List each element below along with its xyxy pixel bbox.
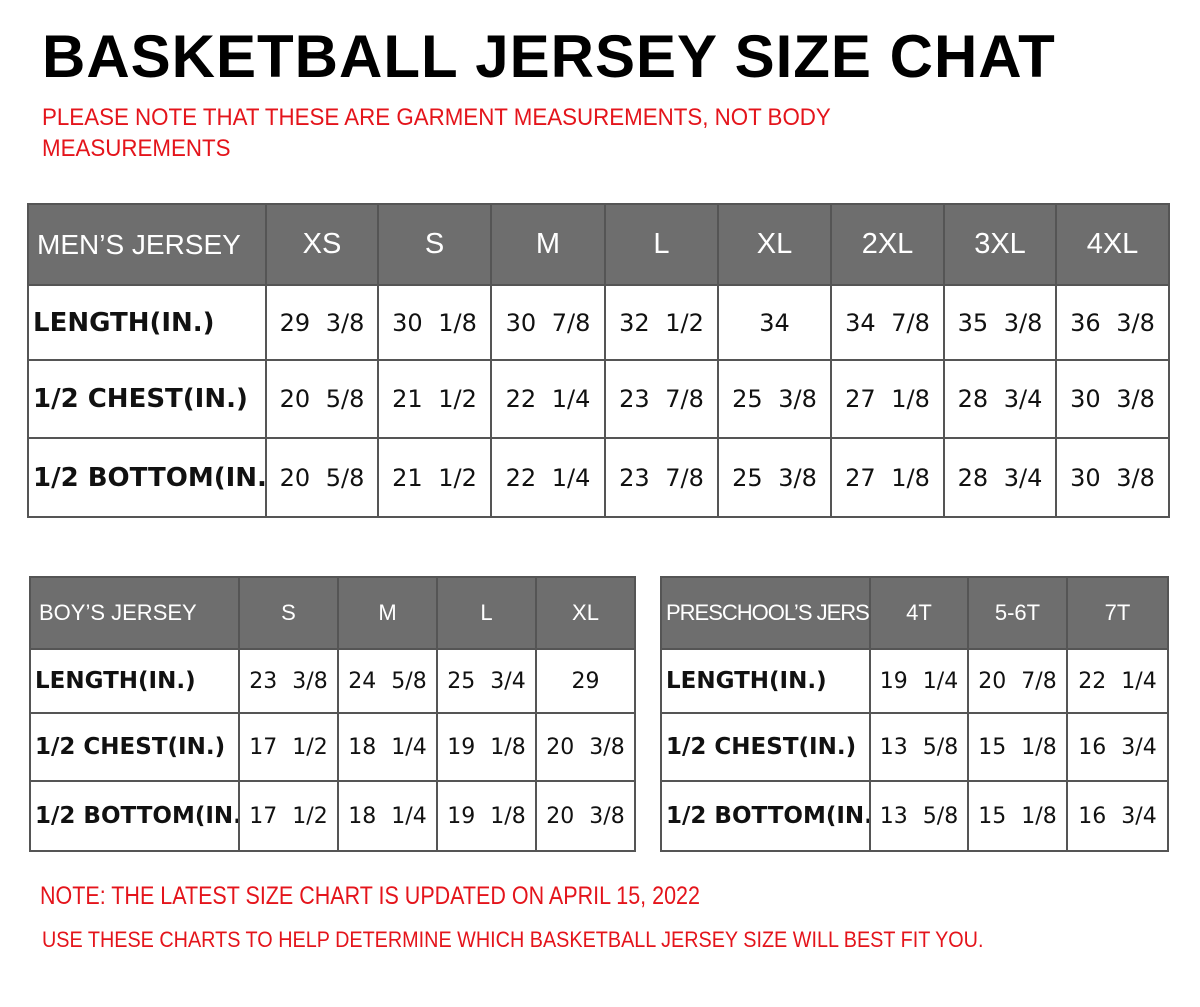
table-header-row: MEN’S JERSEY XS S M L XL 2XL 3XL 4XL	[27, 203, 1170, 286]
measurement-value: 27 1/8	[830, 359, 945, 439]
measurement-value: 19 1/8	[436, 712, 537, 782]
update-note: NOTE: THE LATEST SIZE CHART IS UPDATED O…	[40, 882, 700, 910]
size-header: 3XL	[943, 203, 1057, 286]
measurement-value: 23 7/8	[604, 359, 719, 439]
size-header: S	[238, 576, 339, 650]
size-header: L	[436, 576, 537, 650]
size-header: 7T	[1066, 576, 1169, 650]
measurement-value: 23 7/8	[604, 437, 719, 518]
boys-size-table: BOY’S JERSEY S M L XL LENGTH(IN.) 23 3/8 24 5/8…	[29, 576, 636, 852]
measurement-value: 36 3/8	[1055, 284, 1170, 361]
table-row: 1/2 CHEST(IN.) 13 5/8 15 1/8 16 3/4	[660, 712, 1169, 782]
measurement-value: 28 3/4	[943, 359, 1057, 439]
measurement-value: 30 3/8	[1055, 437, 1170, 518]
size-header: XL	[717, 203, 832, 286]
size-header: 5-6T	[967, 576, 1068, 650]
measurement-value: 20 3/8	[535, 712, 636, 782]
table-header-row: BOY’S JERSEY S M L XL	[29, 576, 636, 650]
measurement-value: 25 3/8	[717, 437, 832, 518]
garment-note: PLEASE NOTE THAT THESE ARE GARMENT MEASU…	[42, 104, 831, 162]
measurement-value: 21 1/2	[377, 437, 492, 518]
table-label: BOY’S JERSEY	[29, 576, 240, 650]
table-label: PRESCHOOL’S JERSEY	[660, 576, 871, 650]
measurement-value: 35 3/8	[943, 284, 1057, 361]
size-header: L	[604, 203, 719, 286]
measurement-label: LENGTH(IN.)	[660, 648, 871, 714]
measurement-value: 16 3/4	[1066, 712, 1169, 782]
measurement-label: 1/2 CHEST(IN.)	[27, 359, 267, 439]
mens-size-table: MEN’S JERSEY XS S M L XL 2XL 3XL 4XL LENGTH(IN.) 2…	[27, 203, 1170, 518]
measurement-label: LENGTH(IN.)	[27, 284, 267, 361]
page-title: BASKETBALL JERSEY SIZE CHAT	[42, 23, 1056, 90]
table-row: 1/2 BOTTOM(IN.) 20 5/8 21 1/2 22 1/4 23 7/8 2…	[27, 437, 1170, 518]
table-label: MEN’S JERSEY	[27, 203, 267, 286]
size-header: M	[490, 203, 606, 286]
table-row: 1/2 BOTTOM(IN.) 17 1/2 18 1/4 19 1/8 20 3/8	[29, 780, 636, 852]
measurement-label: 1/2 BOTTOM(IN.)	[29, 780, 240, 852]
measurement-value: 20 5/8	[265, 359, 379, 439]
size-header: XS	[265, 203, 379, 286]
measurement-value: 21 1/2	[377, 359, 492, 439]
preschool-size-table: PRESCHOOL’S JERSEY4T5-6T7TLENGTH(IN.)19 …	[660, 576, 1169, 852]
measurement-value: 15 1/8	[967, 780, 1068, 852]
measurement-value: 22 1/4	[490, 437, 606, 518]
measurement-value: 32 1/2	[604, 284, 719, 361]
table-row: LENGTH(IN.) 19 1/4 20 7/8 22 1/4	[660, 648, 1169, 714]
measurement-label: LENGTH(IN.)	[29, 648, 240, 714]
measurement-value: 24 5/8	[337, 648, 438, 714]
measurement-value: 25 3/8	[717, 359, 832, 439]
table-row: 1/2 CHEST(IN.) 17 1/2 18 1/4 19 1/8 20 3/8	[29, 712, 636, 782]
measurement-value: 20 7/8	[967, 648, 1068, 714]
table-row: 1/2 BOTTOM(IN.) 13 5/8 15 1/8 16 3/4	[660, 780, 1169, 852]
measurement-value: 18 1/4	[337, 712, 438, 782]
measurement-value: 16 3/4	[1066, 780, 1169, 852]
measurement-value: 34	[717, 284, 832, 361]
measurement-label: 1/2 BOTTOM(IN.)	[660, 780, 871, 852]
size-header: XL	[535, 576, 636, 650]
table-row: LENGTH(IN.) 29 3/8 30 1/8 30 7/8 32 1/2 34 34 …	[27, 284, 1170, 361]
size-header: M	[337, 576, 438, 650]
measurement-value: 28 3/4	[943, 437, 1057, 518]
measurement-value: 19 1/4	[869, 648, 969, 714]
measurement-value: 25 3/4	[436, 648, 537, 714]
size-header: S	[377, 203, 492, 286]
measurement-value: 17 1/2	[238, 712, 339, 782]
measurement-value: 34 7/8	[830, 284, 945, 361]
measurement-label: 1/2 CHEST(IN.)	[29, 712, 240, 782]
size-header: 2XL	[830, 203, 945, 286]
measurement-value: 29	[535, 648, 636, 714]
usage-note: USE THESE CHARTS TO HELP DETERMINE WHICH…	[42, 927, 984, 952]
measurement-value: 22 1/4	[1066, 648, 1169, 714]
measurement-value: 27 1/8	[830, 437, 945, 518]
measurement-value: 17 1/2	[238, 780, 339, 852]
measurement-label: 1/2 CHEST(IN.)	[660, 712, 871, 782]
measurement-value: 30 7/8	[490, 284, 606, 361]
size-header: 4XL	[1055, 203, 1170, 286]
measurement-value: 13 5/8	[869, 780, 969, 852]
table-row: 1/2 CHEST(IN.) 20 5/8 21 1/2 22 1/4 23 7/8 25…	[27, 359, 1170, 439]
measurement-value: 19 1/8	[436, 780, 537, 852]
measurement-value: 18 1/4	[337, 780, 438, 852]
measurement-value: 15 1/8	[967, 712, 1068, 782]
measurement-value: 29 3/8	[265, 284, 379, 361]
measurement-value: 23 3/8	[238, 648, 339, 714]
measurement-value: 20 3/8	[535, 780, 636, 852]
measurement-value: 30 1/8	[377, 284, 492, 361]
measurement-value: 30 3/8	[1055, 359, 1170, 439]
measurement-label: 1/2 BOTTOM(IN.)	[27, 437, 267, 518]
measurement-value: 13 5/8	[869, 712, 969, 782]
measurement-value: 22 1/4	[490, 359, 606, 439]
measurement-value: 20 5/8	[265, 437, 379, 518]
size-header: 4T	[869, 576, 969, 650]
table-row: LENGTH(IN.) 23 3/8 24 5/8 25 3/4 29	[29, 648, 636, 714]
